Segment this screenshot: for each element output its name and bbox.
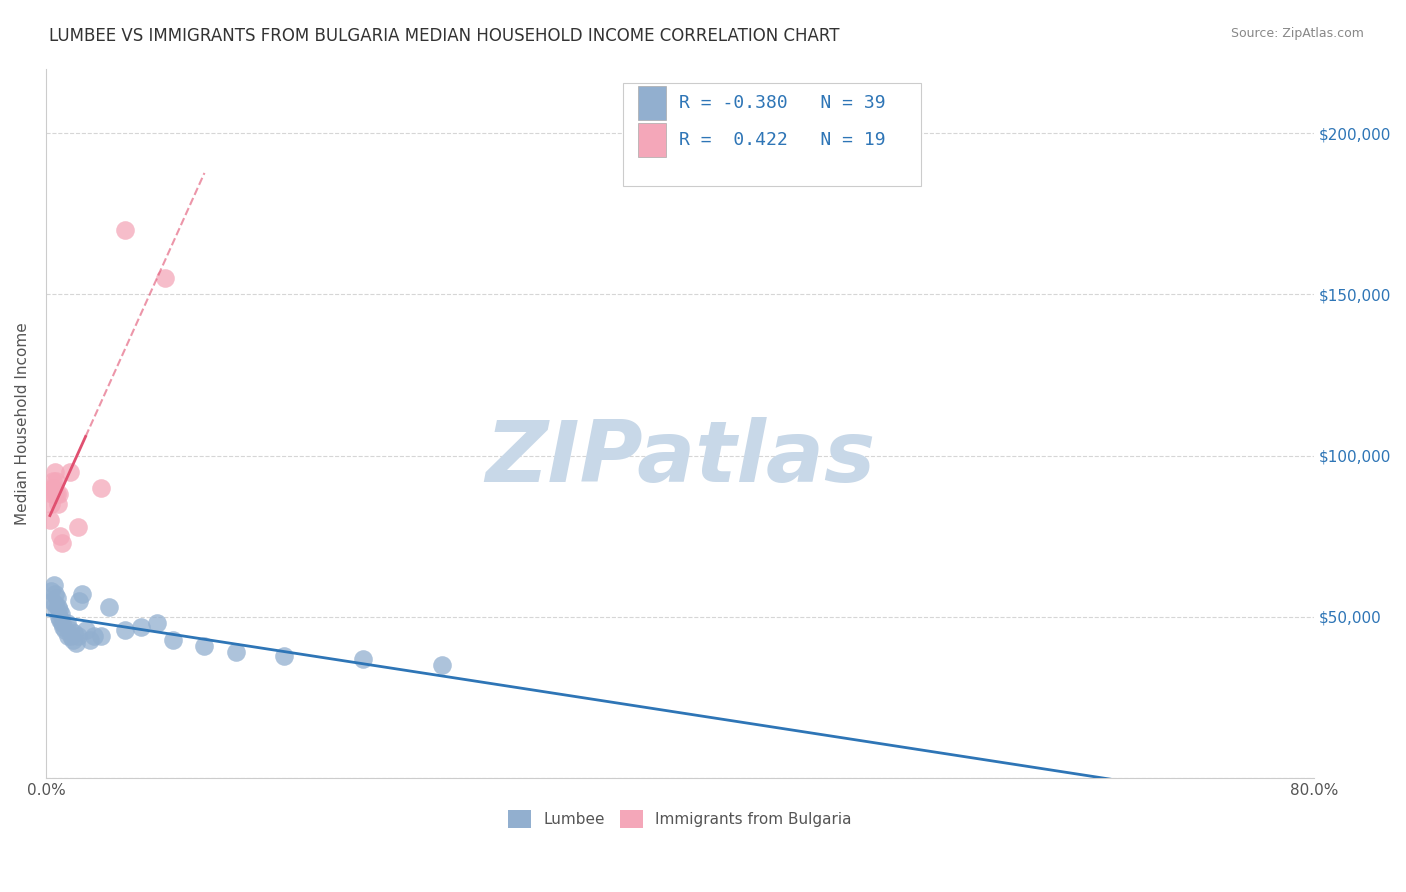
Point [65,636,87,650]
Point [59,465,82,479]
Point [430,658,453,673]
Point [42,475,65,489]
Point [48,603,70,617]
Point [90,481,112,495]
Point [114,223,136,237]
Point [55,616,77,631]
Point [39,513,62,527]
Point [46,497,69,511]
Point [46,487,69,501]
Point [41,594,63,608]
Point [49,529,72,543]
Point [44,597,66,611]
Point [67,594,90,608]
Point [90,629,112,643]
Text: ZIPatlas: ZIPatlas [485,417,875,500]
Point [41,481,63,495]
Point [352,652,374,666]
Point [42,577,65,591]
Point [41,487,63,501]
Point [49,607,72,621]
Point [114,623,136,637]
FancyBboxPatch shape [638,86,666,120]
Point [44,465,66,479]
Text: R = -0.380   N = 39: R = -0.380 N = 39 [679,94,886,112]
Point [53,623,76,637]
Point [62,632,84,647]
Point [72,587,94,601]
Point [46,600,69,615]
Point [39,584,62,599]
Point [79,632,101,647]
Legend: Lumbee, Immigrants from Bulgaria: Lumbee, Immigrants from Bulgaria [502,804,858,834]
Point [42,481,65,495]
Point [225,645,247,659]
FancyBboxPatch shape [623,83,921,186]
Point [44,487,66,501]
Point [46,591,69,605]
Text: R =  0.422   N = 19: R = 0.422 N = 19 [679,131,886,149]
Point [273,648,295,663]
Point [75,623,97,637]
Point [60,629,83,643]
Point [146,616,169,631]
Point [98,600,121,615]
Point [45,475,67,489]
Point [44,587,66,601]
Point [49,613,72,627]
Point [45,603,67,617]
FancyBboxPatch shape [638,123,666,157]
Point [51,535,73,549]
Point [56,629,79,643]
Point [66,519,89,533]
Point [48,610,70,624]
Point [66,629,89,643]
Point [129,619,152,633]
Point [51,616,73,631]
Point [59,623,82,637]
Y-axis label: Median Household Income: Median Household Income [15,322,30,524]
Text: Source: ZipAtlas.com: Source: ZipAtlas.com [1230,27,1364,40]
Point [39,497,62,511]
Point [52,619,75,633]
Point [153,271,176,285]
Point [162,632,184,647]
Point [83,629,105,643]
Point [193,639,215,653]
Point [63,626,86,640]
Text: LUMBEE VS IMMIGRANTS FROM BULGARIA MEDIAN HOUSEHOLD INCOME CORRELATION CHART: LUMBEE VS IMMIGRANTS FROM BULGARIA MEDIA… [49,27,839,45]
Point [48,487,70,501]
